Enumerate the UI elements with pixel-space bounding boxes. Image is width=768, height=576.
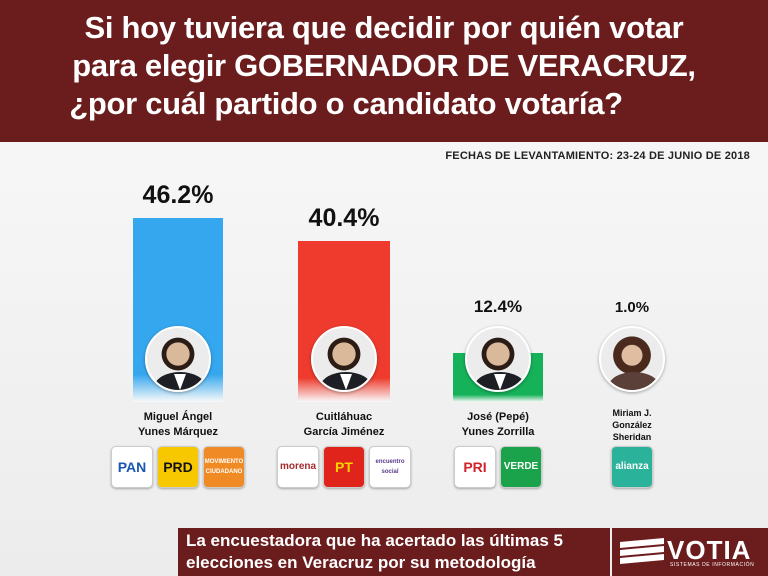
nueva-alianza-logo: alianza	[611, 446, 653, 488]
question-line-1: Si hoy tuviera que decidir por quién vot…	[84, 10, 684, 45]
footer-band	[178, 528, 610, 576]
pan-label: PAN	[117, 459, 147, 475]
value-label-2: 40.4%	[308, 204, 380, 233]
candidate-name-1: Miguel Ángel Yunes Márquez	[98, 410, 258, 440]
pt-logo: PT	[323, 446, 365, 488]
verde-logo: VERDE	[500, 446, 542, 488]
question-line-2: para elegir GOBERNADOR DE VERACRUZ,	[72, 48, 696, 83]
candidate-name-line: Cuitláhuac	[315, 411, 373, 423]
candidate-name-line: Miriam J.	[612, 408, 652, 418]
candidate-photo-1	[145, 326, 211, 392]
photo-body	[609, 372, 659, 390]
footer-line-2: elecciones en Veracruz por su metodologí…	[186, 553, 536, 572]
value-label-3: 12.4%	[473, 297, 523, 316]
encuentro-social-label: encuentro social	[375, 459, 405, 475]
pt-label: PT	[335, 459, 353, 475]
movimiento-ciudadano-label: MOVIMIENTO CIUDADANO	[204, 459, 244, 475]
pri-label: PRI	[463, 459, 487, 475]
brand-name: VOTIA	[667, 535, 752, 565]
candidate-name-3: José (Pepé) Yunes Zorrilla	[418, 410, 578, 440]
pri-logo: PRI	[454, 446, 496, 488]
value-label-4: 1.0%	[614, 299, 650, 316]
candidate-name-4: Miriam J. González Sheridan	[552, 407, 712, 443]
prd-logo: PRD	[157, 446, 199, 488]
candidate-photo-2	[311, 326, 377, 392]
candidate-name-line: Yunes Zorrilla	[461, 426, 535, 438]
morena-logo: morena	[277, 446, 319, 488]
nueva-alianza-label: alianza	[615, 461, 649, 472]
candidate-name-line: Miguel Ángel	[143, 411, 213, 423]
movimiento-ciudadano-logo: MOVIMIENTO CIUDADANO	[203, 446, 245, 488]
value-label-1: 46.2%	[142, 181, 214, 209]
pan-logo: PAN	[111, 446, 153, 488]
prd-label: PRD	[163, 459, 193, 475]
verde-label: VERDE	[503, 461, 539, 472]
fieldwork-dates: FECHAS DE LEVANTAMIENTO: 23-24 DE JUNIO …	[445, 150, 750, 162]
candidate-name-line: García Jiménez	[303, 426, 385, 438]
question-line-3: ¿por cuál partido o candidato votaría?	[69, 86, 623, 121]
encuentro-social-logo: encuentro social	[369, 446, 411, 488]
candidate-name-line: González	[612, 420, 652, 430]
candidate-name-line: Yunes Márquez	[137, 426, 219, 438]
candidate-photo-3	[465, 326, 531, 392]
footer-line-1: La encuestadora que ha acertado las últi…	[186, 531, 563, 550]
question-banner: Si hoy tuviera que decidir por quién vot…	[0, 0, 768, 142]
candidate-name-2: Cuitláhuac García Jiménez	[264, 410, 424, 440]
brand-subtitle: SISTEMAS DE INFORMACIÓN	[670, 562, 755, 568]
votia-icon	[620, 538, 664, 564]
candidate-name-line: Sheridan	[612, 432, 652, 442]
morena-label: morena	[279, 461, 317, 472]
candidate-name-line: José (Pepé)	[467, 411, 529, 423]
candidate-photo-4	[599, 326, 665, 392]
